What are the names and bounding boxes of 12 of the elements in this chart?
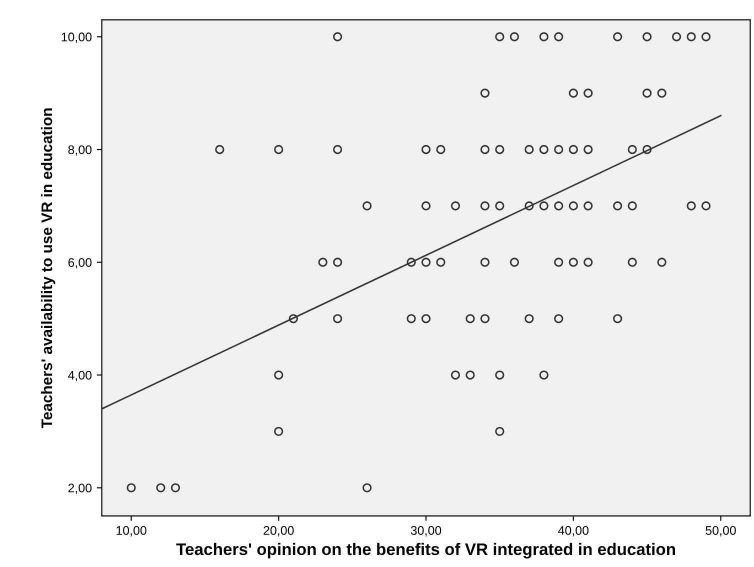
x-axis-title: Teachers' opinion on the benefits of VR integrated in education [176,542,675,559]
y-tick-label: 6,00 [68,258,92,268]
y-tick-label: 8,00 [68,145,92,156]
y-axis-title: Teachers' availability to use VR in education [40,108,56,428]
y-tick-label: 10,00 [62,32,92,43]
x-tick-label: 20,00 [264,526,294,536]
x-tick-label: 30,00 [410,526,442,536]
x-tick-label: 50,00 [706,526,736,536]
x-tick-label: 40,00 [558,526,589,536]
y-tick-label: 4,00 [68,370,92,382]
x-tick-label: 10,00 [116,526,146,536]
y-tick-label: 2,00 [68,484,92,494]
